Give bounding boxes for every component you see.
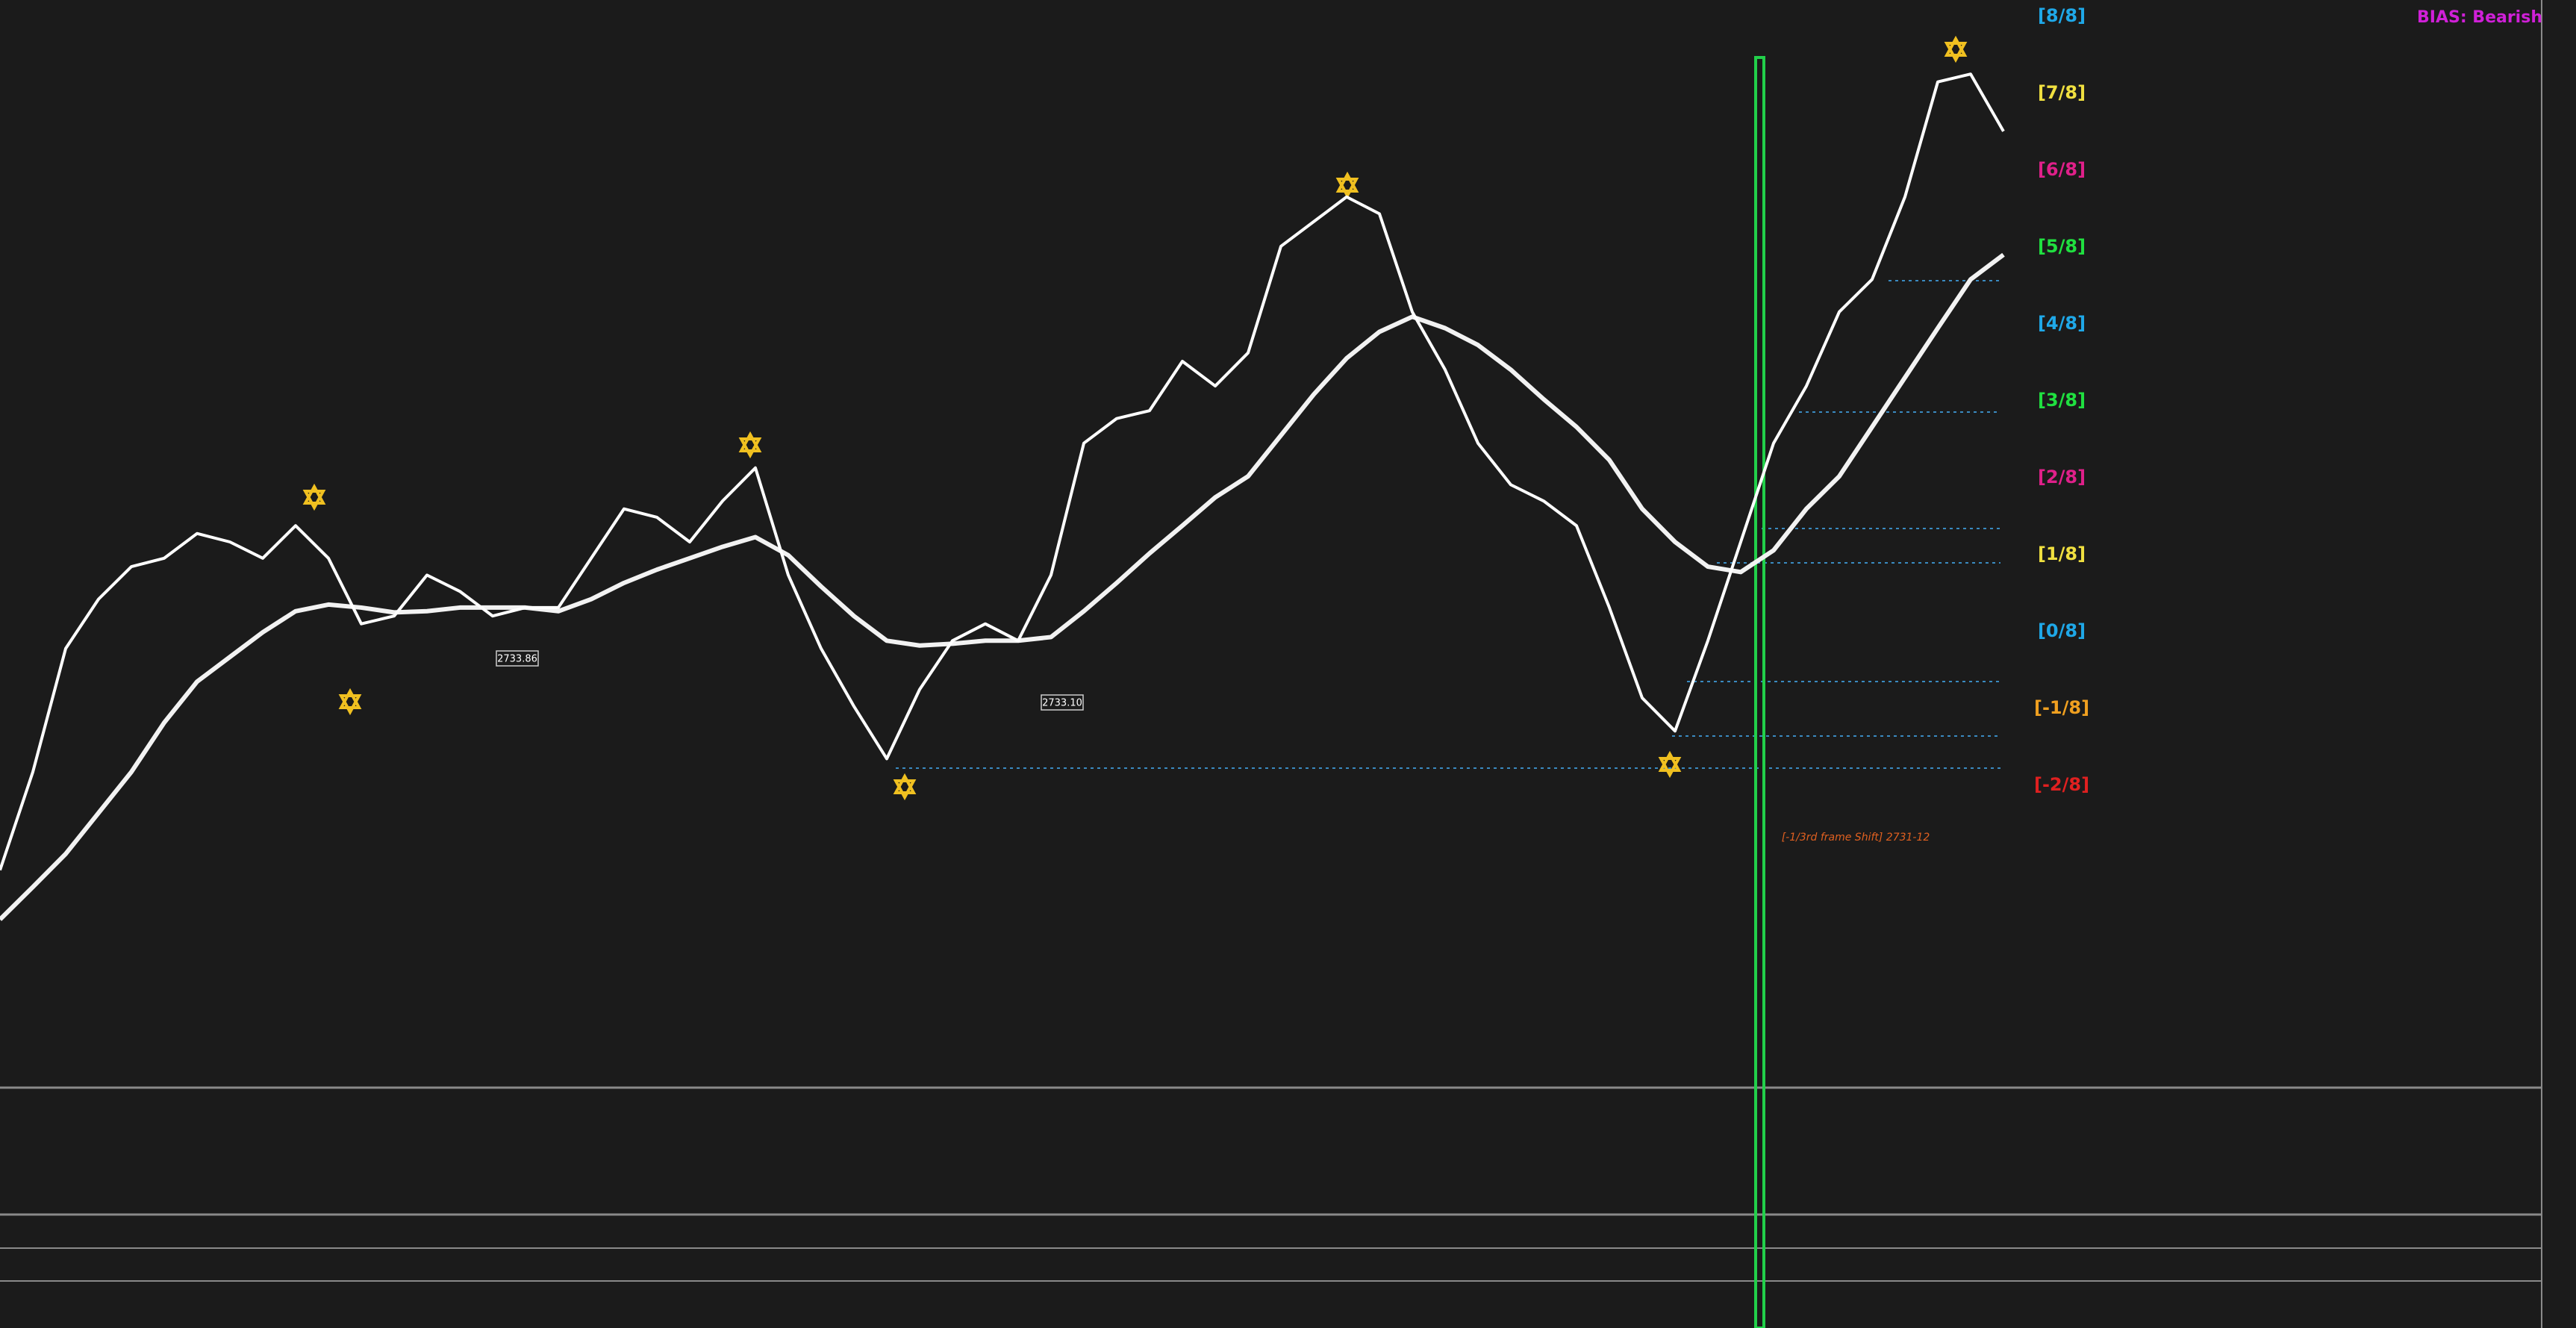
stars [302, 35, 1968, 801]
moving-average [0, 252, 2005, 921]
level-label: [1/8] [2038, 543, 2086, 564]
star [338, 694, 362, 716]
annotation-box [1041, 694, 1084, 711]
star [1658, 750, 1682, 772]
level-label: [5/8] [2038, 236, 2086, 257]
star [738, 437, 762, 459]
star [1335, 178, 1359, 199]
star [1335, 171, 1359, 193]
level-label: [8/8] [2038, 5, 2086, 26]
level-label: [4/8] [2038, 313, 2086, 334]
level-label: [6/8] [2038, 159, 2086, 180]
annotation: 2733.10 [1042, 698, 1082, 709]
level-label: [-2/8] [2034, 774, 2089, 795]
time-marker [1754, 56, 1765, 1328]
level-label: [7/8] [2038, 82, 2086, 103]
star [302, 490, 326, 511]
star [893, 773, 917, 794]
level-label: [0/8] [2038, 620, 2086, 641]
bias-label: BIAS: Bearish [2417, 8, 2542, 27]
annotation: [-1/3rd frame Shift] 2731-12 [1782, 832, 1930, 844]
star [1944, 35, 1968, 57]
annotation-box [496, 650, 539, 667]
star [738, 431, 762, 452]
annotation: 2733.86 [497, 654, 537, 665]
star [893, 779, 917, 801]
level-label: [-1/8] [2034, 697, 2089, 718]
star [1944, 42, 1968, 63]
level-label: [3/8] [2038, 390, 2086, 411]
star [1658, 757, 1682, 779]
price-line [0, 72, 2005, 871]
level-label: [2/8] [2038, 467, 2086, 487]
star [338, 688, 362, 709]
star [302, 483, 326, 505]
